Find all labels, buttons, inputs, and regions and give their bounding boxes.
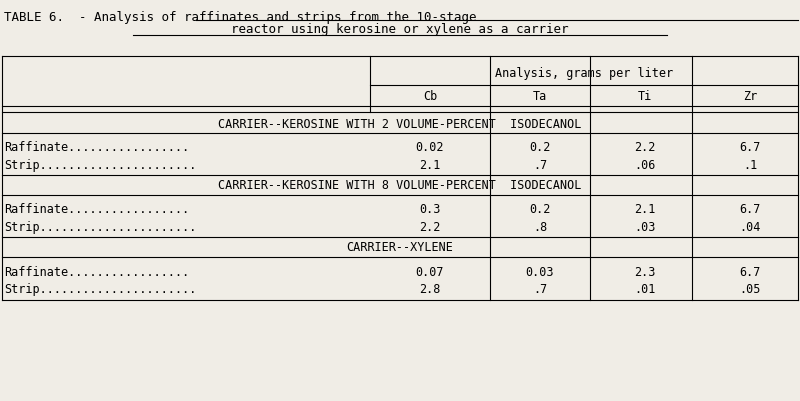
Text: 2.2: 2.2 (634, 141, 656, 154)
Text: 0.2: 0.2 (530, 141, 550, 154)
Text: 0.2: 0.2 (530, 203, 550, 216)
Text: 2.2: 2.2 (419, 221, 441, 234)
Text: Ta: Ta (533, 90, 547, 103)
Text: 6.7: 6.7 (739, 265, 761, 278)
Text: CARRIER--KEROSINE WITH 8 VOLUME-PERCENT  ISODECANOL: CARRIER--KEROSINE WITH 8 VOLUME-PERCENT … (218, 179, 582, 192)
Text: 2.8: 2.8 (419, 283, 441, 296)
Text: .7: .7 (533, 159, 547, 172)
Text: 0.03: 0.03 (526, 265, 554, 278)
Text: .7: .7 (533, 283, 547, 296)
Text: Strip......................: Strip...................... (4, 159, 196, 172)
Text: .8: .8 (533, 221, 547, 234)
Text: 6.7: 6.7 (739, 141, 761, 154)
Text: Cb: Cb (423, 90, 437, 103)
Text: Strip......................: Strip...................... (4, 283, 196, 296)
Text: 6.7: 6.7 (739, 203, 761, 216)
Text: 2.1: 2.1 (634, 203, 656, 216)
Text: Raffinate.................: Raffinate................. (4, 141, 190, 154)
Text: .1: .1 (743, 159, 757, 172)
Text: 0.02: 0.02 (416, 141, 444, 154)
Text: Raffinate.................: Raffinate................. (4, 203, 190, 216)
Text: Strip......................: Strip...................... (4, 221, 196, 234)
Text: 0.07: 0.07 (416, 265, 444, 278)
Text: .01: .01 (634, 283, 656, 296)
Text: TABLE 6.  - Analysis of raffinates and strips from the 10-stage: TABLE 6. - Analysis of raffinates and st… (4, 11, 477, 24)
Text: Zr: Zr (743, 90, 757, 103)
Text: .03: .03 (634, 221, 656, 234)
Text: Ti: Ti (638, 90, 652, 103)
Text: 2.3: 2.3 (634, 265, 656, 278)
Text: reactor using kerosine or xylene as a carrier: reactor using kerosine or xylene as a ca… (231, 23, 569, 36)
Text: Analysis, grams per liter: Analysis, grams per liter (495, 67, 673, 80)
Text: CARRIER--XYLENE: CARRIER--XYLENE (346, 241, 454, 254)
Text: .06: .06 (634, 159, 656, 172)
Text: CARRIER--KEROSINE WITH 2 VOLUME-PERCENT  ISODECANOL: CARRIER--KEROSINE WITH 2 VOLUME-PERCENT … (218, 117, 582, 130)
Text: .04: .04 (739, 221, 761, 234)
Text: 0.3: 0.3 (419, 203, 441, 216)
Text: .05: .05 (739, 283, 761, 296)
Text: Raffinate.................: Raffinate................. (4, 265, 190, 278)
Text: 2.1: 2.1 (419, 159, 441, 172)
